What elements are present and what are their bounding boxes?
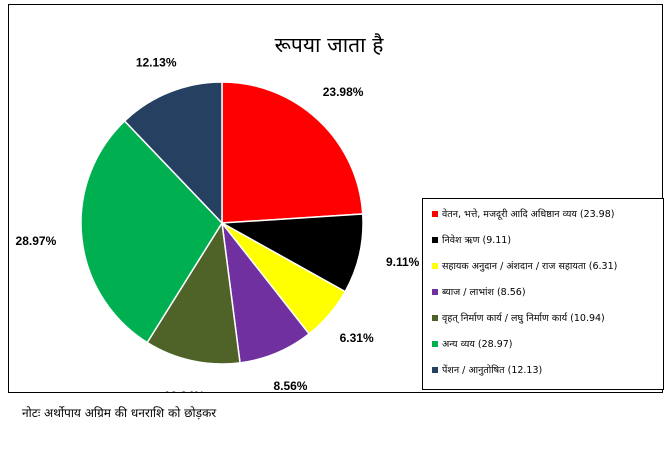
legend-item: पेंशन / आनुतोषित (12.13) xyxy=(432,363,542,376)
legend-label: वेतन, भत्ते, मजदूरी आदि अधिष्ठान व्यय (2… xyxy=(442,209,615,220)
slice-data-label: 23.98% xyxy=(323,85,364,99)
legend-item: निवेश ऋण (9.11) xyxy=(432,233,511,246)
legend-swatch xyxy=(432,314,438,321)
legend-label: पेंशन / आनुतोषित (12.13) xyxy=(442,365,543,376)
legend-item: वेतन, भत्ते, मजदूरी आदि अधिष्ठान व्यय (2… xyxy=(432,207,614,220)
pie-slice xyxy=(123,81,223,225)
slice-data-label: 10.94% xyxy=(164,389,205,392)
slice-data-label: 9.11% xyxy=(386,255,419,269)
pie-chart: 23.98% 9.11% 6.31% 8.56% 10.94% 28.97% 12.13% xyxy=(16,56,419,392)
legend-label: ब्याज / लाभांश (8.56) xyxy=(442,287,526,298)
pie-slice xyxy=(219,213,364,293)
slice-data-label: 6.31% xyxy=(340,331,374,345)
legend-label: वृहत् निर्माण कार्य / लघु निर्माण कार्य … xyxy=(442,313,605,324)
legend-item: वृहत् निर्माण कार्य / लघु निर्माण कार्य … xyxy=(432,311,605,324)
legend-item: सहायक अनुदान / अंशदान / राज सहायता (6.31… xyxy=(432,259,617,272)
pie-slice xyxy=(221,81,364,224)
legend-item: अन्य व्यय (28.97) xyxy=(432,337,513,350)
chart-legend: वेतन, भत्ते, मजदूरी आदि अधिष्ठान व्यय (2… xyxy=(422,198,664,390)
legend-label: अन्य व्यय (28.97) xyxy=(442,339,513,350)
footnote: नोटः अर्थोपाय अग्रिम की धनराशि को छोड़कर xyxy=(22,406,217,420)
slice-data-label: 8.56% xyxy=(273,379,307,392)
legend-swatch xyxy=(432,210,438,217)
slice-data-label: 12.13% xyxy=(136,56,177,70)
legend-swatch xyxy=(432,340,438,347)
pie-slice xyxy=(146,220,241,365)
legend-swatch xyxy=(432,366,438,373)
legend-label: निवेश ऋण (9.11) xyxy=(442,235,512,246)
legend-swatch xyxy=(432,288,438,295)
pie-slice xyxy=(80,119,223,344)
legend-swatch xyxy=(432,262,438,269)
legend-label: सहायक अनुदान / अंशदान / राज सहायता (6.31… xyxy=(442,261,618,272)
legend-swatch xyxy=(432,236,438,243)
slice-data-label: 28.97% xyxy=(16,234,57,248)
chart-frame: रूपया जाता है 23.98% 9.11% 6.31% 8.56% 10.94… xyxy=(8,4,664,393)
legend-item: ब्याज / लाभांश (8.56) xyxy=(432,285,526,298)
chart-title: रूपया जाता है xyxy=(274,33,384,57)
